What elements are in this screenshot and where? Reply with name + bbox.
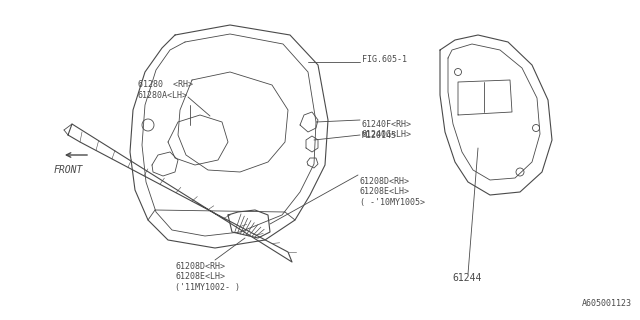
Text: 61208D<RH>
61208E<LH>
( -'10MY1005>: 61208D<RH> 61208E<LH> ( -'10MY1005>	[360, 177, 425, 207]
Text: FRONT: FRONT	[53, 165, 83, 175]
Text: 61240F<RH>
61240G<LH>: 61240F<RH> 61240G<LH>	[362, 120, 412, 140]
Text: 61208D<RH>
61208E<LH>
('11MY1002- ): 61208D<RH> 61208E<LH> ('11MY1002- )	[175, 262, 240, 292]
Text: 61280  <RH>
61280A<LH>: 61280 <RH> 61280A<LH>	[138, 80, 193, 100]
Text: FIG.605-1: FIG.605-1	[362, 55, 407, 65]
Text: 61244: 61244	[452, 273, 481, 283]
Text: A605001123: A605001123	[582, 299, 632, 308]
Text: M120145: M120145	[362, 131, 397, 140]
